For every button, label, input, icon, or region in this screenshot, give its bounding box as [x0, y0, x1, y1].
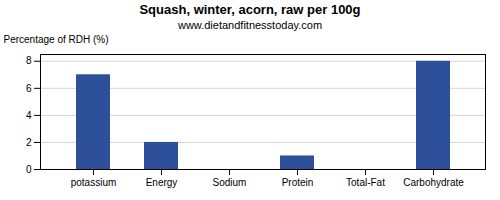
html-text:www.dietandfitnesstoday.com: www.dietandfitnesstoday.com — [178, 19, 322, 31]
svg-text:Sodium: Sodium — [213, 177, 247, 188]
svg-text:2: 2 — [26, 137, 32, 148]
svg-text:potassium: potassium — [71, 177, 117, 188]
svg-text:4: 4 — [26, 110, 32, 121]
svg-text:Total-Fat: Total-Fat — [346, 177, 385, 188]
svg-text:0: 0 — [26, 164, 32, 175]
svg-text:Energy: Energy — [146, 177, 178, 188]
svg-text:Carbohydrate: Carbohydrate — [403, 177, 464, 188]
html-text:Squash, winter, acorn, raw per: Squash, winter, acorn, raw per 100g — [139, 2, 361, 17]
svg-text:8: 8 — [26, 55, 32, 66]
svg-text:Percentage of RDH (%): Percentage of RDH (%) — [4, 34, 109, 45]
svg-text:Protein: Protein — [282, 177, 314, 188]
svg-text:6: 6 — [26, 83, 32, 94]
